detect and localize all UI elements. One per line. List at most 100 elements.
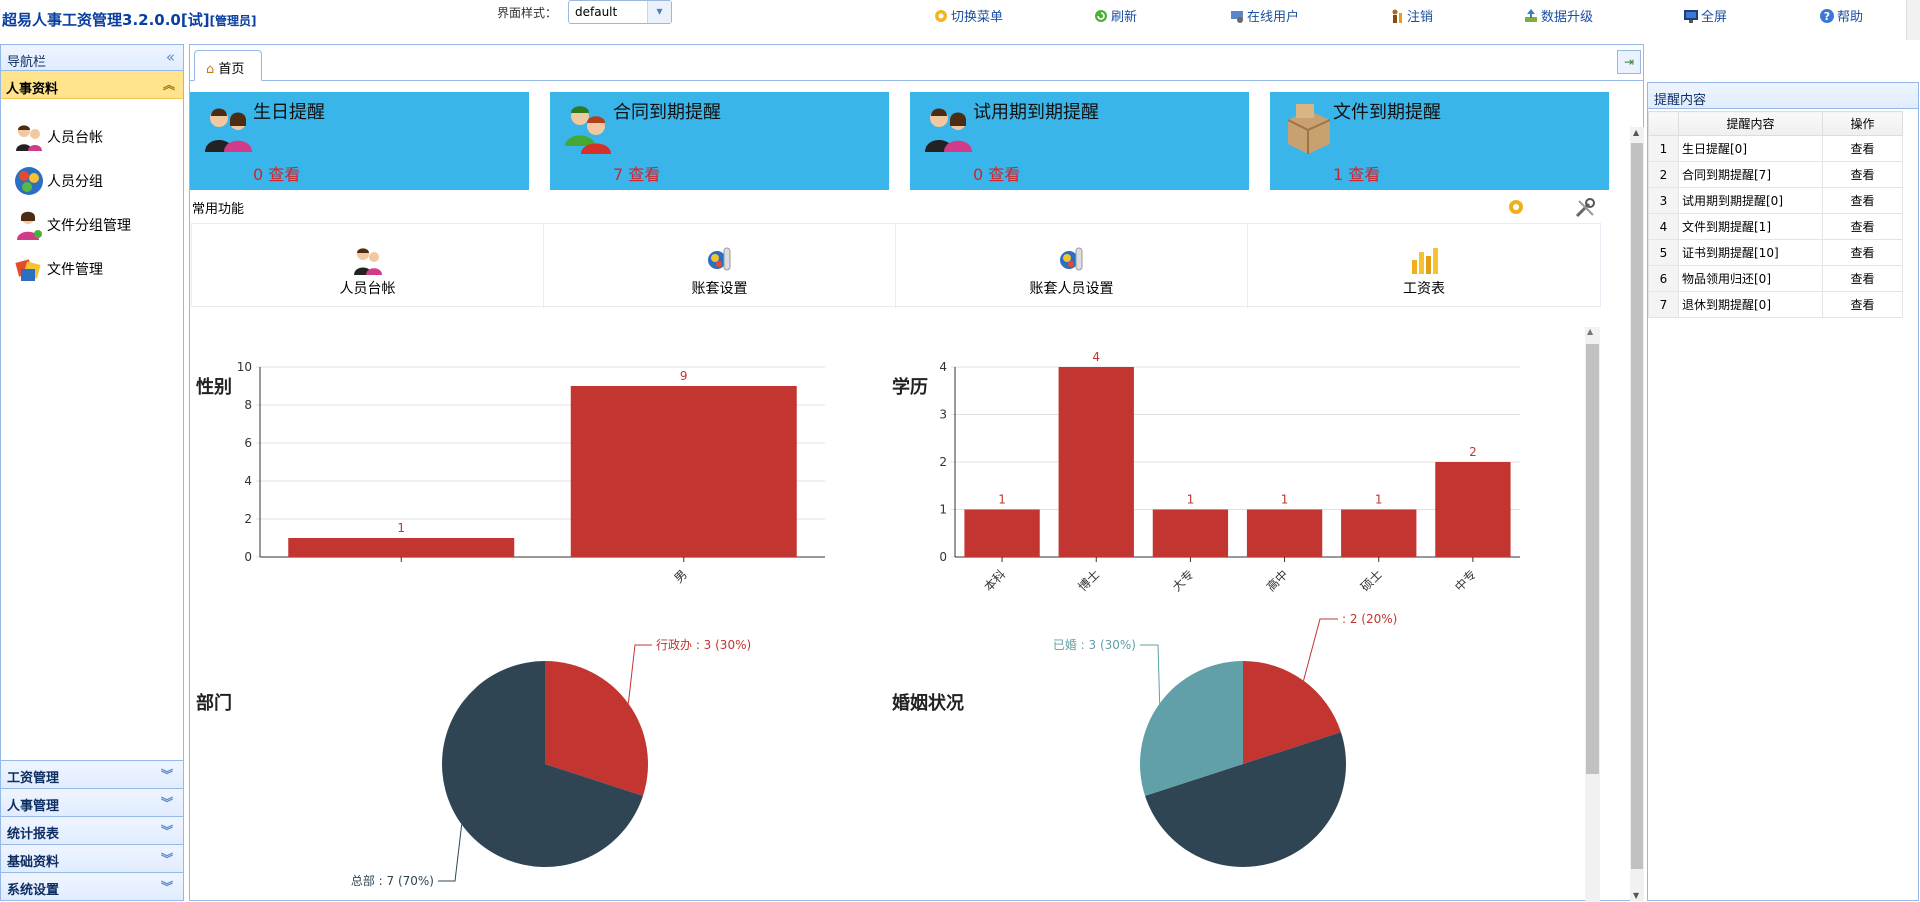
sidebar-section-system-settings[interactable]: 系统设置 ︾ <box>1 872 183 900</box>
pie-slice <box>1243 661 1341 764</box>
row-view-link[interactable]: 查看 <box>1822 265 1903 292</box>
topnav-data-upgrade[interactable]: 数据升级 <box>1523 6 1593 25</box>
card-count[interactable]: 1 查看 <box>1333 161 1380 185</box>
sidebar-item-label: 文件管理 <box>47 262 103 278</box>
main-scroll-thumb[interactable] <box>1631 143 1643 869</box>
table-row[interactable]: 1 生日提醒[0] 查看 <box>1648 135 1903 162</box>
card-probation[interactable]: 试用期到期提醒 0 查看 <box>910 92 1249 190</box>
topnav-refresh[interactable]: 刷新 <box>1093 6 1137 25</box>
page-scrollbar[interactable] <box>1906 0 1920 40</box>
charts-scrollbar[interactable]: ▲ <box>1585 327 1600 902</box>
sidebar-section-hr-data[interactable]: 人事资料 ︽ <box>1 71 183 99</box>
func-people-ledger[interactable]: 人员台帐 <box>192 224 544 308</box>
sidebar-section-hr-management[interactable]: 人事管理 ︾ <box>1 788 183 816</box>
row-view-link[interactable]: 查看 <box>1822 187 1903 214</box>
data-label: 9 <box>680 369 688 383</box>
func-account-personnel-settings[interactable]: 账套人员设置 <box>896 224 1248 308</box>
pie-leader-line <box>1303 618 1338 681</box>
chevron-up-icon[interactable]: ︽ <box>162 78 175 92</box>
people-icon <box>202 100 256 154</box>
card-count[interactable]: 7 查看 <box>613 161 660 185</box>
topnav-online-users[interactable]: 在线用户 <box>1229 6 1299 25</box>
tab-home[interactable]: ⌂ 首页 <box>194 50 262 81</box>
table-row[interactable]: 4 文件到期提醒[1] 查看 <box>1648 213 1903 240</box>
pie-slice <box>442 661 643 867</box>
row-view-link[interactable]: 查看 <box>1822 213 1903 240</box>
row-content: 证书到期提醒[10] <box>1678 239 1823 266</box>
user-role: [管理员] <box>209 14 257 28</box>
upgrade-icon <box>1523 8 1539 24</box>
pie-slice <box>545 661 648 796</box>
topnav-logout[interactable]: 注销 <box>1389 6 1433 25</box>
topnav-fullscreen[interactable]: 全屏 <box>1683 6 1727 25</box>
sidebar-section-reports[interactable]: 统计报表 ︾ <box>1 816 183 844</box>
card-file-expiry[interactable]: 文件到期提醒 1 查看 <box>1270 92 1609 190</box>
func-label: 账套人员设置 <box>1029 281 1114 297</box>
table-row[interactable]: 5 证书到期提醒[10] 查看 <box>1648 239 1903 266</box>
style-label: 界面样式： <box>497 6 558 20</box>
card-birthday[interactable]: 生日提醒 0 查看 <box>190 92 529 190</box>
chevron-down-icon[interactable]: ︾ <box>160 796 173 810</box>
home-icon: ⌂ <box>206 62 215 77</box>
topnav-help[interactable]: ? 帮助 <box>1819 6 1863 25</box>
row-number: 4 <box>1648 213 1679 240</box>
card-view-link[interactable]: 查看 <box>628 165 661 184</box>
row-view-link[interactable]: 查看 <box>1822 161 1903 188</box>
settings-gear-icon[interactable] <box>1506 197 1526 222</box>
y-tick-label: 3 <box>939 408 947 422</box>
chevron-down-icon[interactable]: ▾ <box>647 1 671 23</box>
y-tick-label: 0 <box>244 550 252 564</box>
topnav-switch-menu[interactable]: 切换菜单 <box>933 6 1003 25</box>
card-title: 文件到期提醒 <box>1333 102 1441 123</box>
chevron-down-icon[interactable]: ︾ <box>160 852 173 866</box>
card-contract[interactable]: 合同到期提醒 7 查看 <box>550 92 889 190</box>
scroll-down-icon[interactable]: ▼ <box>1633 891 1640 900</box>
table-row[interactable]: 7 退休到期提醒[0] 查看 <box>1648 291 1903 318</box>
online-users-icon <box>1229 8 1245 24</box>
scroll-up-icon[interactable]: ▲ <box>1587 327 1594 336</box>
charts-scroll-thumb[interactable] <box>1586 344 1599 774</box>
style-select[interactable]: default ▾ <box>568 0 672 24</box>
pie-label: 行政办 : 3 (30%) <box>656 637 751 652</box>
chevron-down-icon[interactable]: ︾ <box>160 768 173 782</box>
data-label: 2 <box>1469 445 1477 459</box>
row-content: 物品领用归还[0] <box>1678 265 1823 292</box>
card-view-link[interactable]: 查看 <box>988 165 1021 184</box>
x-tick-label: 硕士 <box>1358 567 1385 594</box>
main-scrollbar[interactable]: ▲ ▼ <box>1630 127 1644 901</box>
card-count[interactable]: 0 查看 <box>253 161 300 185</box>
row-view-link[interactable]: 查看 <box>1822 239 1903 266</box>
row-view-link[interactable]: 查看 <box>1822 291 1903 318</box>
settings-icon <box>1056 244 1088 276</box>
table-row[interactable]: 2 合同到期提醒[7] 查看 <box>1648 161 1903 188</box>
sidebar-item-people-ledger[interactable]: 人员台帐 <box>1 115 183 159</box>
sidebar-item-file-group-management[interactable]: 文件分组管理 <box>1 203 183 247</box>
logout-icon <box>1389 8 1405 24</box>
row-number: 6 <box>1648 265 1679 292</box>
exit-icon[interactable]: ⇥ <box>1617 50 1641 74</box>
table-row[interactable]: 3 试用期到期提醒[0] 查看 <box>1648 187 1903 214</box>
collapse-sidebar-icon[interactable]: « <box>165 48 175 66</box>
x-tick-label: 男 <box>671 567 689 585</box>
scroll-up-icon[interactable]: ▲ <box>1633 128 1640 137</box>
sidebar-section-label: 基础资料 <box>7 855 60 870</box>
card-count[interactable]: 0 查看 <box>973 161 1020 185</box>
func-account-settings[interactable]: 账套设置 <box>544 224 896 308</box>
card-view-link[interactable]: 查看 <box>268 165 301 184</box>
table-row[interactable]: 6 物品领用归还[0] 查看 <box>1648 265 1903 292</box>
sidebar-section-base-data[interactable]: 基础资料 ︾ <box>1 844 183 872</box>
sidebar-item-people-group[interactable]: 人员分组 <box>1 159 183 203</box>
files-icon <box>13 253 45 285</box>
card-view-link[interactable]: 查看 <box>1348 165 1381 184</box>
pie-slice <box>1145 732 1347 867</box>
data-label: 4 <box>1092 350 1100 364</box>
chevron-down-icon[interactable]: ︾ <box>160 880 173 894</box>
y-tick-label: 10 <box>237 360 252 374</box>
func-salary-table[interactable]: 工资表 <box>1248 224 1600 308</box>
row-view-link[interactable]: 查看 <box>1822 135 1903 162</box>
sidebar-section-salary[interactable]: 工资管理 ︾ <box>1 760 183 788</box>
chevron-down-icon[interactable]: ︾ <box>160 824 173 838</box>
tools-icon[interactable] <box>1574 197 1596 224</box>
sidebar-item-file-management[interactable]: 文件管理 <box>1 247 183 291</box>
